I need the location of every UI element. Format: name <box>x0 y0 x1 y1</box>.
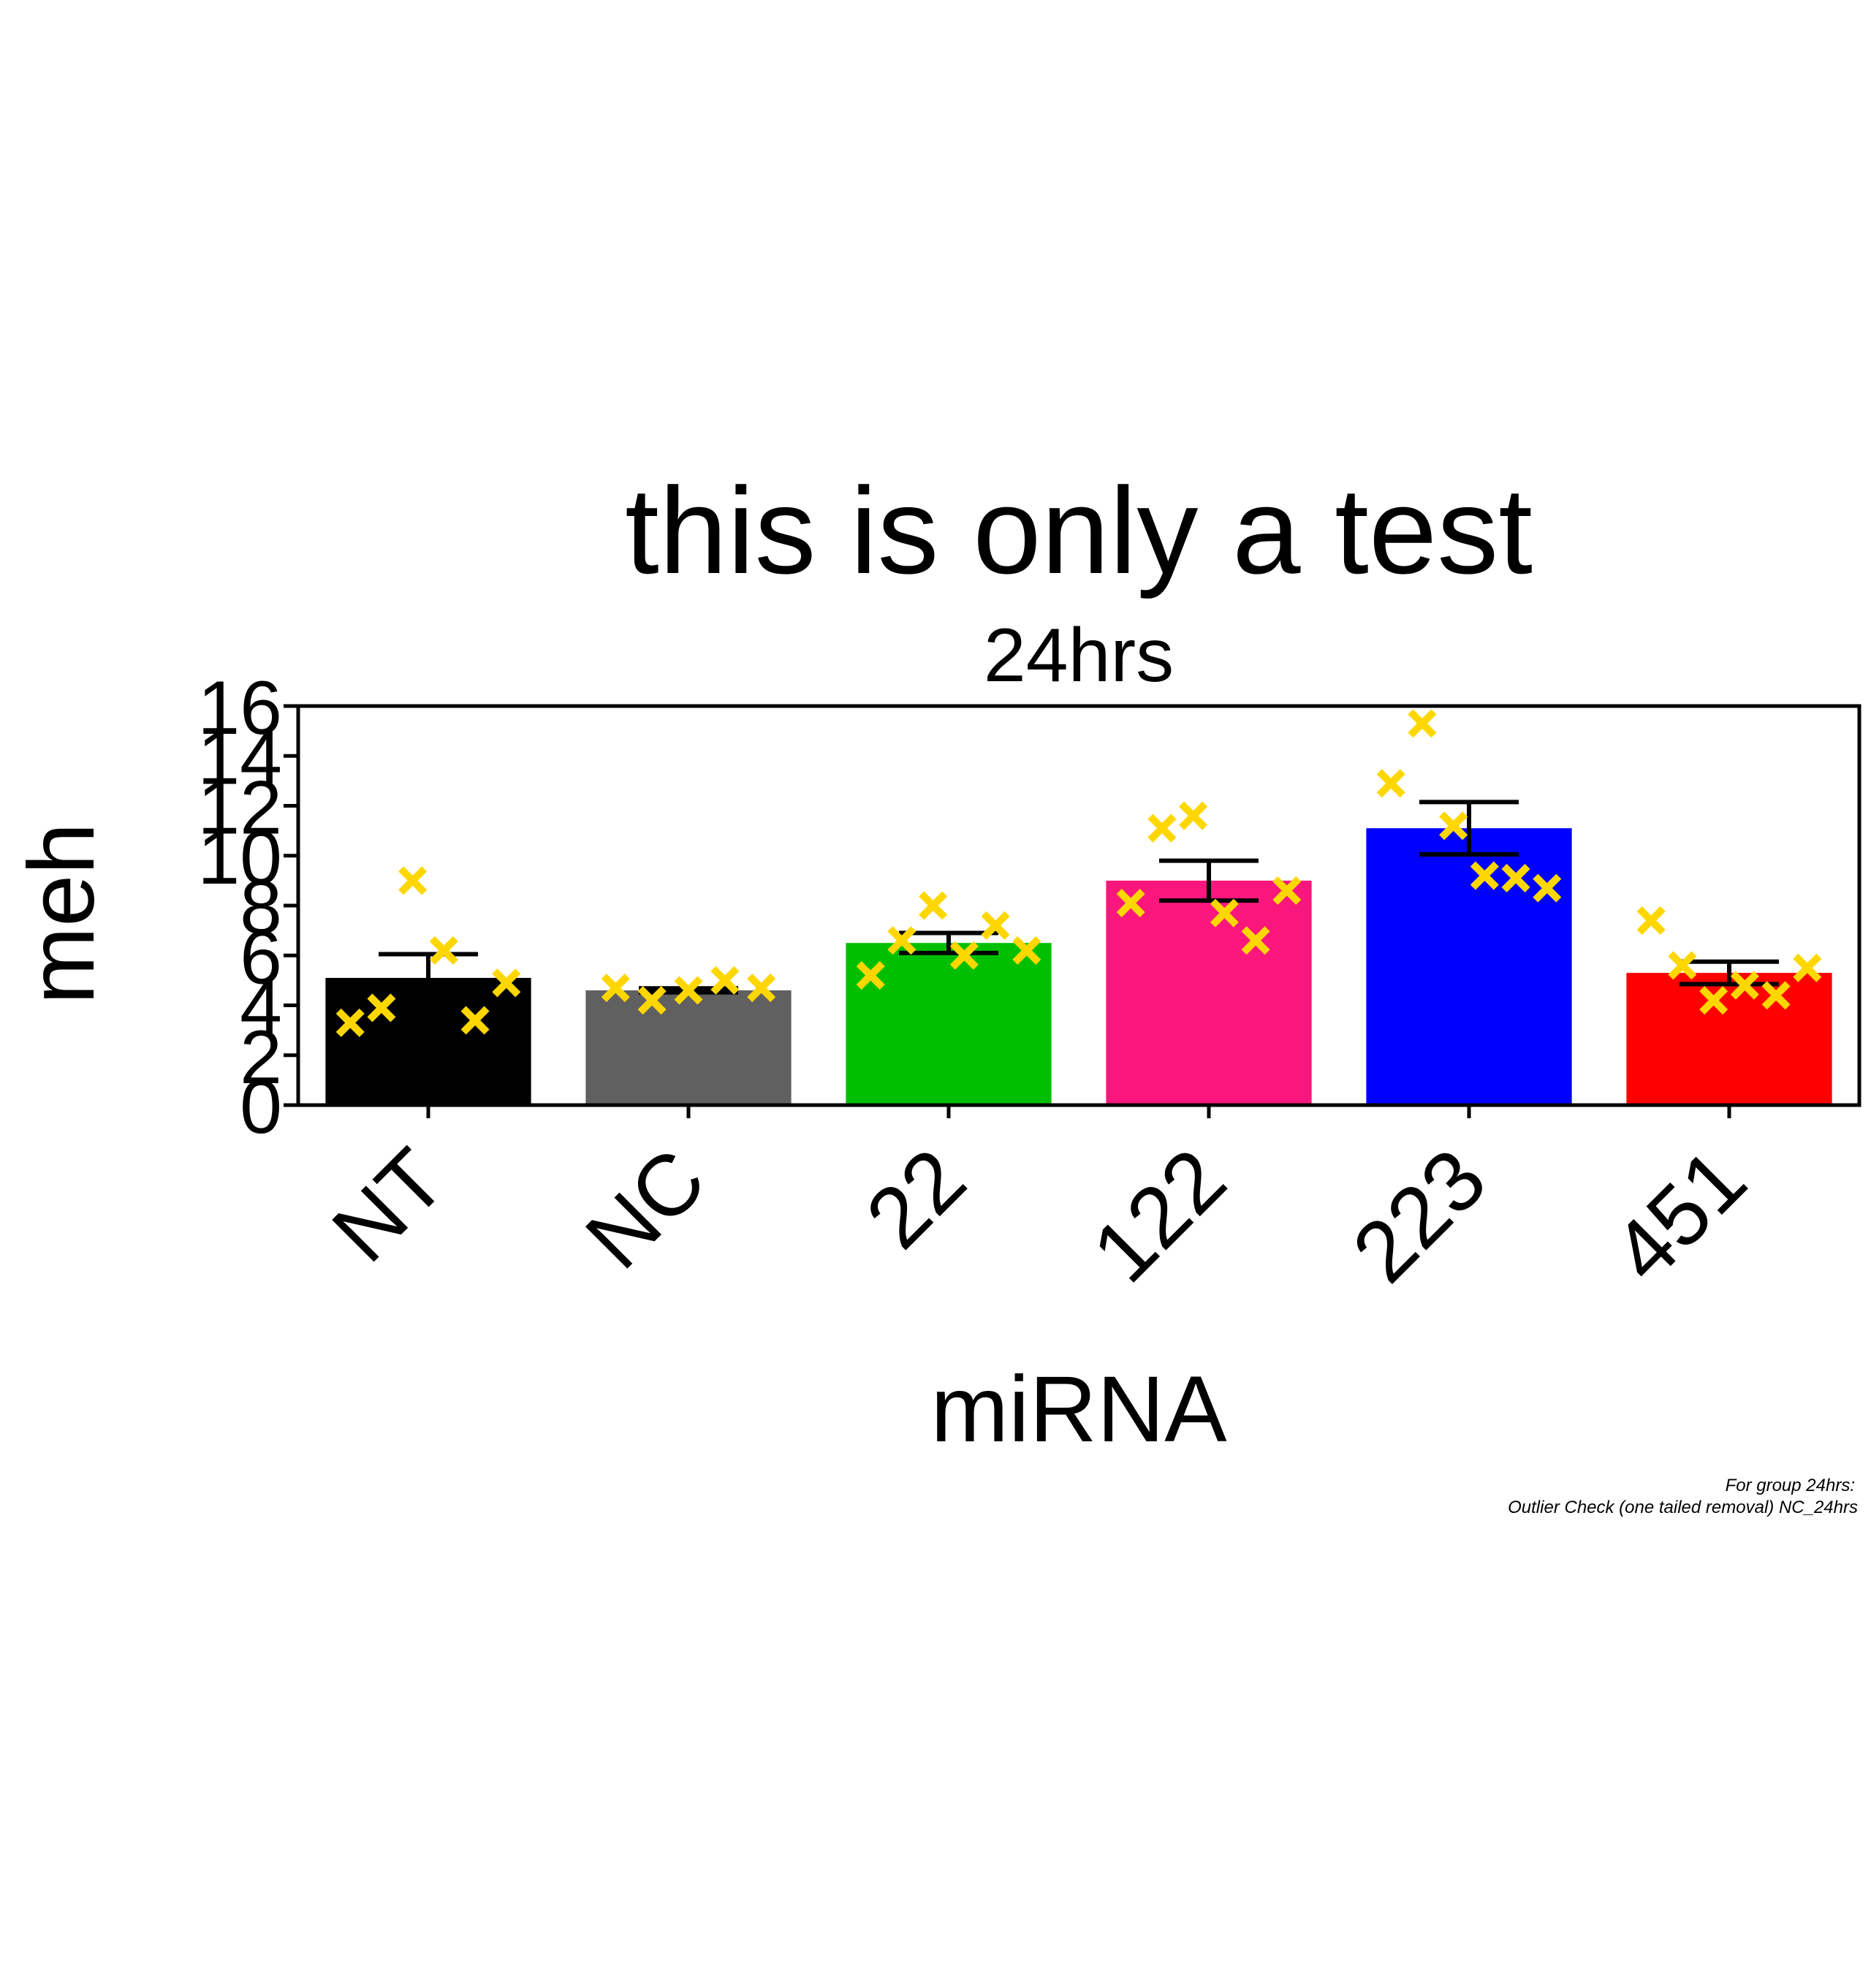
data-point-451-3 <box>1699 986 1728 1015</box>
bar-NC <box>585 990 792 1105</box>
data-point-223-4 <box>1470 861 1499 890</box>
chart-title: this is only a test <box>625 462 1533 599</box>
data-point-223-1 <box>1376 769 1405 798</box>
y-tick-label-8: 8 <box>240 865 282 950</box>
x-tick-label-223: 223 <box>1335 1131 1505 1301</box>
data-point-NC-2 <box>637 986 667 1015</box>
footnote-line-2: Outlier Check (one tailed removal) NC_24… <box>1508 1498 1858 1517</box>
data-point-22-2 <box>887 926 916 955</box>
y-tick-label-6: 6 <box>240 915 282 1000</box>
data-point-451-1 <box>1636 906 1666 936</box>
data-point-22-4 <box>949 941 979 970</box>
data-point-451-5 <box>1761 981 1791 1010</box>
data-point-22-1 <box>856 961 885 990</box>
data-point-NT-5 <box>460 1006 490 1035</box>
data-point-122-3 <box>1179 801 1208 830</box>
y-tick-label-4: 4 <box>240 965 282 1050</box>
data-point-22-5 <box>981 911 1010 940</box>
data-point-NT-2 <box>367 993 396 1023</box>
data-point-122-2 <box>1147 813 1177 843</box>
data-point-223-6 <box>1533 873 1562 903</box>
data-point-451-6 <box>1793 953 1822 982</box>
data-point-NC-5 <box>747 974 776 1003</box>
x-tick-label-22: 22 <box>848 1131 984 1267</box>
data-point-NC-3 <box>674 976 703 1005</box>
footnote-line-1: For group 24hrs: <box>1726 1476 1855 1495</box>
data-point-122-4 <box>1210 898 1239 927</box>
bar-122 <box>1106 880 1312 1105</box>
x-tick-label-451: 451 <box>1595 1131 1765 1301</box>
data-point-451-2 <box>1668 951 1697 980</box>
chart-subtitle: 24hrs <box>984 613 1174 698</box>
data-point-NT-3 <box>398 866 428 895</box>
x-axis-label: miRNA <box>930 1357 1227 1462</box>
data-point-NT-4 <box>429 936 458 965</box>
plot-border <box>296 704 1861 1107</box>
y-axis-label: meh <box>10 823 114 1005</box>
data-point-NC-4 <box>710 965 740 995</box>
x-tick-label-122: 122 <box>1074 1131 1245 1301</box>
x-tick-label-NT: NT <box>314 1131 464 1281</box>
bar-451 <box>1626 973 1832 1105</box>
data-point-122-1 <box>1116 889 1145 918</box>
data-point-223-3 <box>1439 811 1468 841</box>
y-tick-label-2: 2 <box>240 1015 282 1100</box>
y-tick-label-12: 12 <box>197 766 282 851</box>
data-point-122-5 <box>1241 926 1270 955</box>
data-point-223-2 <box>1408 709 1437 738</box>
data-point-22-3 <box>919 891 948 920</box>
data-point-451-4 <box>1730 971 1759 1000</box>
data-point-122-6 <box>1272 876 1302 906</box>
data-point-22-6 <box>1012 936 1041 965</box>
y-tick-label-0: 0 <box>240 1065 282 1150</box>
y-tick-label-16: 16 <box>197 666 282 751</box>
x-tick-label-NC: NC <box>568 1131 724 1287</box>
y-tick-label-10: 10 <box>197 816 282 900</box>
data-point-223-5 <box>1501 863 1530 892</box>
data-point-NT-6 <box>492 968 521 998</box>
data-point-NC-1 <box>601 974 630 1003</box>
data-point-NT-1 <box>335 1008 365 1037</box>
bar-223 <box>1366 828 1572 1105</box>
y-tick-label-14: 14 <box>197 716 282 800</box>
